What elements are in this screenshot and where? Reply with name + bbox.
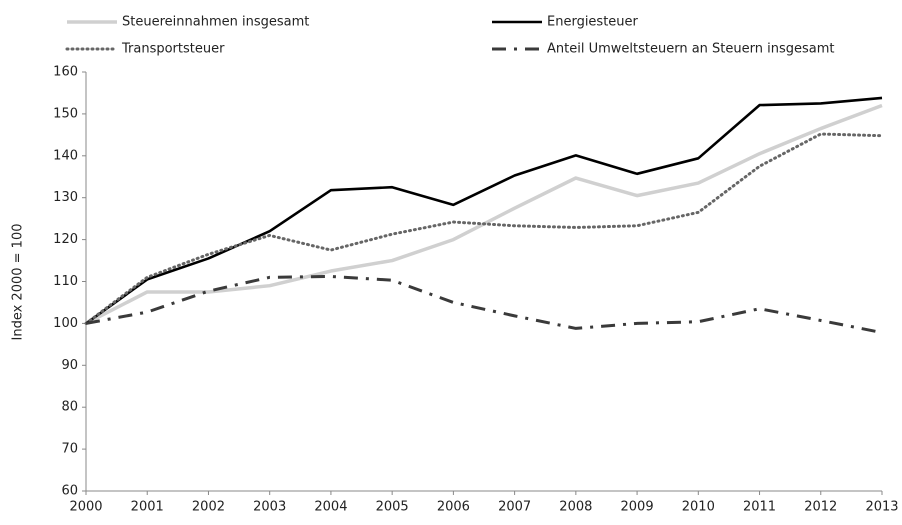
series-line — [84, 132, 884, 325]
y-tick-label: 80 — [61, 400, 78, 415]
series-line — [85, 96, 883, 325]
y-tick-label: 160 — [53, 65, 78, 80]
y-tick-label: 90 — [61, 358, 78, 373]
x-tick-label: 2001 — [131, 500, 164, 515]
y-tick-label: 70 — [61, 442, 78, 457]
y-tick-label: 140 — [53, 148, 78, 163]
legend-label: Steuereinnahmen insgesamt — [122, 15, 309, 30]
y-axis-label: Index 2000 = 100 — [11, 224, 26, 341]
legend-label: Energiesteuer — [547, 15, 639, 30]
x-tick-label: 2005 — [376, 500, 409, 515]
x-tick-label: 2009 — [621, 500, 654, 515]
legend-label: Anteil Umweltsteuern an Steuern insgesam… — [547, 42, 834, 57]
y-tick-label: 120 — [53, 232, 78, 247]
x-tick-label: 2010 — [682, 500, 715, 515]
x-tick-label: 2002 — [192, 500, 225, 515]
x-tick-label: 2006 — [437, 500, 470, 515]
x-tick-label: 2008 — [559, 500, 592, 515]
legend-label: Transportsteuer — [121, 42, 225, 57]
y-tick-label: 110 — [53, 274, 78, 289]
series-line — [85, 103, 883, 325]
x-tick-label: 2004 — [314, 500, 347, 515]
y-tick-label: 100 — [53, 316, 78, 331]
y-tick-label: 150 — [53, 106, 78, 121]
x-tick-label: 2000 — [69, 500, 102, 515]
x-tick-label: 2013 — [865, 500, 898, 515]
x-tick-label: 2003 — [253, 500, 286, 515]
x-tick-label: 2007 — [498, 500, 531, 515]
x-tick-label: 2011 — [743, 500, 776, 515]
y-tick-label: 130 — [53, 190, 78, 205]
x-tick-label: 2012 — [804, 500, 837, 515]
series-line — [85, 274, 883, 335]
y-tick-label: 60 — [61, 484, 78, 499]
